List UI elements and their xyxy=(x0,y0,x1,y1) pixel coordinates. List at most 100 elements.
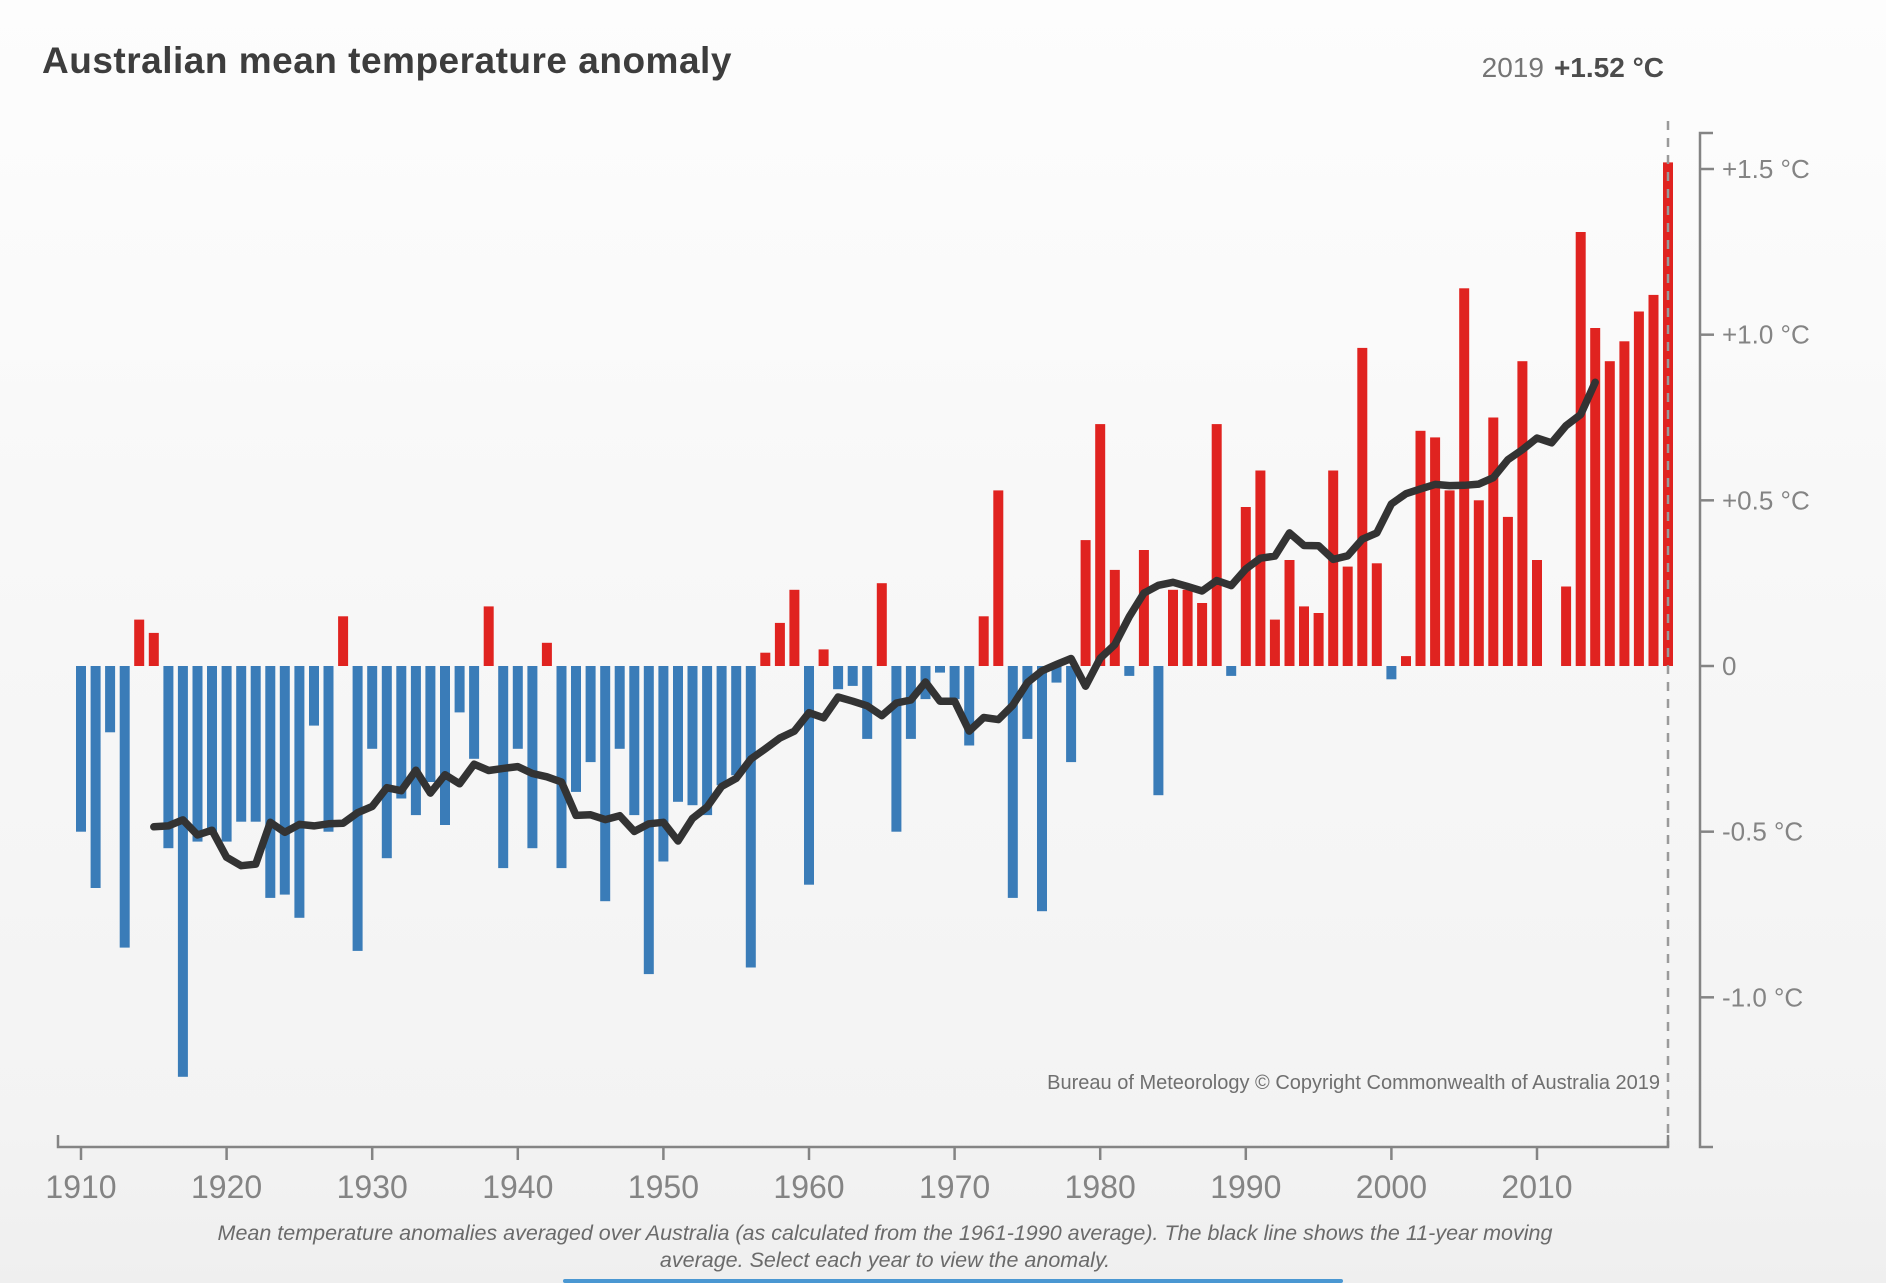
bar-1970[interactable] xyxy=(949,666,960,700)
bar-1998[interactable] xyxy=(1357,347,1368,666)
bar-2018[interactable] xyxy=(1648,294,1659,666)
bar-2005[interactable] xyxy=(1459,288,1470,666)
bar-1937[interactable] xyxy=(469,666,480,759)
bar-2006[interactable] xyxy=(1473,500,1484,666)
bar-1978[interactable] xyxy=(1066,666,1077,763)
bar-2014[interactable] xyxy=(1590,328,1601,666)
bar-1996[interactable] xyxy=(1328,470,1339,667)
bar-1948[interactable] xyxy=(629,666,640,816)
bar-1925[interactable] xyxy=(294,666,305,918)
bar-1951[interactable] xyxy=(673,666,683,802)
bar-1972[interactable] xyxy=(978,616,989,666)
bar-1991[interactable] xyxy=(1255,470,1266,667)
bar-1931[interactable] xyxy=(381,666,392,859)
bar-1945[interactable] xyxy=(585,666,596,763)
bar-1919[interactable] xyxy=(207,666,217,835)
bar-1969[interactable] xyxy=(935,666,945,673)
bar-1935[interactable] xyxy=(440,666,450,825)
bar-1933[interactable] xyxy=(410,666,421,816)
bar-2010[interactable] xyxy=(1532,560,1542,666)
bar-1985[interactable] xyxy=(1168,589,1178,666)
bar-1984[interactable] xyxy=(1153,666,1164,796)
bar-1959[interactable] xyxy=(789,589,800,666)
bar-1914[interactable] xyxy=(134,619,145,666)
bar-1943[interactable] xyxy=(556,666,567,869)
bar-1921[interactable] xyxy=(236,666,247,822)
bar-1946[interactable] xyxy=(600,666,611,902)
bar-2009[interactable] xyxy=(1517,361,1528,666)
bar-1922[interactable] xyxy=(250,666,261,822)
bar-2001[interactable] xyxy=(1401,656,1411,666)
bar-1976[interactable] xyxy=(1037,666,1047,912)
bar-1966[interactable] xyxy=(891,666,902,832)
bar-1927[interactable] xyxy=(323,666,334,832)
bar-1915[interactable] xyxy=(148,632,159,666)
bar-1956[interactable] xyxy=(745,666,756,968)
bar-2000[interactable] xyxy=(1386,666,1397,680)
bar-1982[interactable] xyxy=(1124,666,1135,676)
bar-2003[interactable] xyxy=(1430,437,1441,666)
bar-1954[interactable] xyxy=(716,666,727,786)
bar-1952[interactable] xyxy=(687,666,698,806)
bar-1929[interactable] xyxy=(352,666,363,951)
bar-1961[interactable] xyxy=(818,649,829,666)
bar-1955[interactable] xyxy=(731,666,742,776)
bar-1992[interactable] xyxy=(1269,619,1280,666)
bar-2012[interactable] xyxy=(1561,586,1572,667)
bar-1923[interactable] xyxy=(265,666,276,898)
bar-1938[interactable] xyxy=(483,606,494,666)
bar-2008[interactable] xyxy=(1502,516,1513,666)
bar-1926[interactable] xyxy=(309,666,319,726)
bar-1971[interactable] xyxy=(964,666,975,746)
bar-2004[interactable] xyxy=(1444,490,1455,666)
bar-1942[interactable] xyxy=(541,642,552,666)
bar-1981[interactable] xyxy=(1109,569,1120,666)
bar-1965[interactable] xyxy=(876,583,887,666)
bar-1974[interactable] xyxy=(1007,666,1018,898)
bar-1941[interactable] xyxy=(527,666,538,849)
bar-1950[interactable] xyxy=(658,666,669,862)
bar-1934[interactable] xyxy=(425,666,436,782)
bar-1983[interactable] xyxy=(1138,550,1149,666)
bar-1930[interactable] xyxy=(367,666,378,749)
bar-1920[interactable] xyxy=(221,666,232,842)
bar-1932[interactable] xyxy=(396,666,407,799)
bar-1989[interactable] xyxy=(1226,666,1237,676)
bar-1910[interactable] xyxy=(76,666,86,832)
bar-1944[interactable] xyxy=(571,666,581,792)
bar-1986[interactable] xyxy=(1182,589,1193,666)
bar-1993[interactable] xyxy=(1284,560,1295,666)
bar-1958[interactable] xyxy=(774,622,785,666)
bar-2002[interactable] xyxy=(1415,430,1426,666)
bar-1917[interactable] xyxy=(177,666,188,1077)
bar-1980[interactable] xyxy=(1095,424,1106,666)
bar-2007[interactable] xyxy=(1488,417,1499,667)
bar-1988[interactable] xyxy=(1211,424,1222,666)
bar-1977[interactable] xyxy=(1051,666,1062,683)
bar-1990[interactable] xyxy=(1240,507,1251,666)
bar-2013[interactable] xyxy=(1575,232,1586,666)
bar-1957[interactable] xyxy=(760,652,771,666)
bar-1916[interactable] xyxy=(163,666,174,849)
bar-1979[interactable] xyxy=(1080,540,1091,666)
bar-1960[interactable] xyxy=(804,666,814,885)
bar-1918[interactable] xyxy=(192,666,203,842)
bar-1947[interactable] xyxy=(614,666,625,749)
bar-1928[interactable] xyxy=(338,616,349,666)
bar-1994[interactable] xyxy=(1299,606,1309,666)
bar-2016[interactable] xyxy=(1619,341,1630,666)
bar-1924[interactable] xyxy=(279,666,290,895)
bar-1997[interactable] xyxy=(1342,566,1353,666)
bar-1963[interactable] xyxy=(847,666,858,686)
bar-2015[interactable] xyxy=(1604,361,1615,666)
bar-2017[interactable] xyxy=(1633,311,1644,667)
bar-1940[interactable] xyxy=(512,666,523,749)
bar-1912[interactable] xyxy=(105,666,116,733)
bar-1999[interactable] xyxy=(1371,563,1382,666)
bar-1913[interactable] xyxy=(119,666,130,948)
bar-1962[interactable] xyxy=(833,666,844,690)
bar-1987[interactable] xyxy=(1197,603,1208,666)
bar-1936[interactable] xyxy=(454,666,465,713)
bar-1973[interactable] xyxy=(993,490,1004,666)
bar-1975[interactable] xyxy=(1022,666,1033,739)
